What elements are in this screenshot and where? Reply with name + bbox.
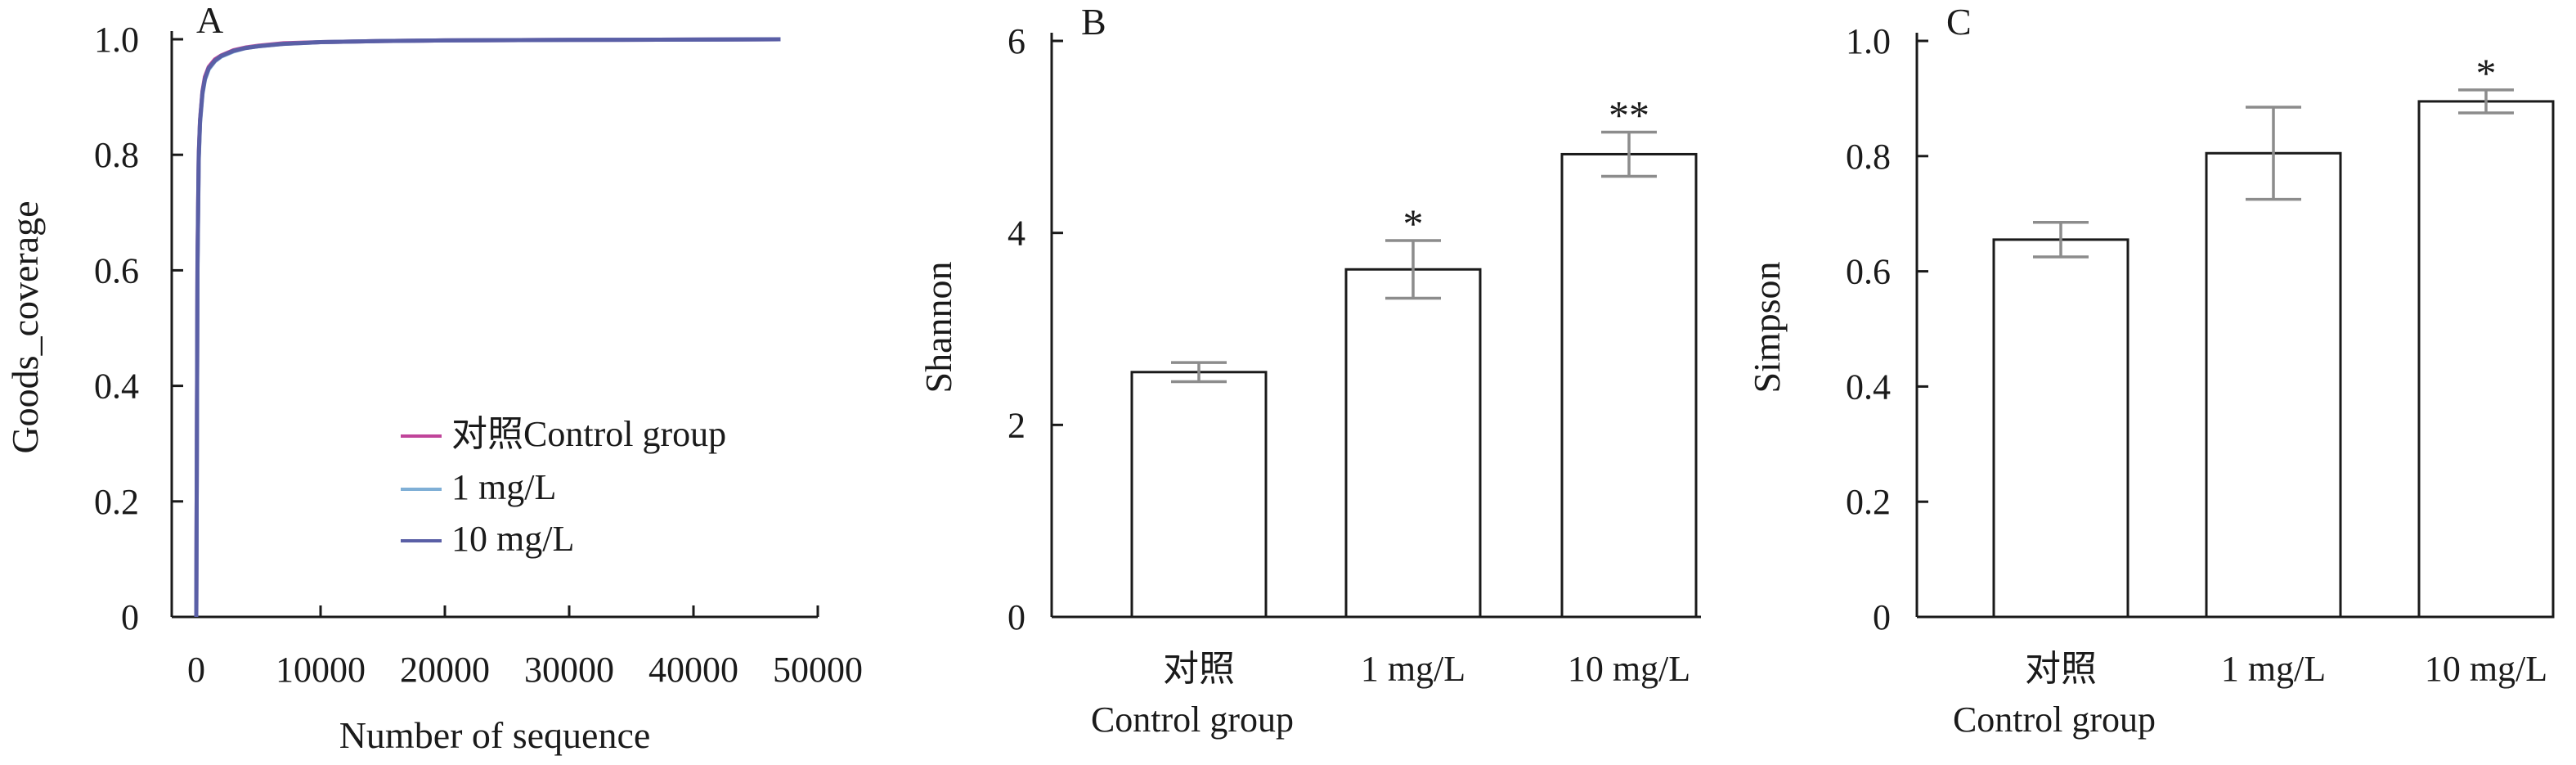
- y-axis-label: Simpson: [1746, 261, 1788, 393]
- x-tick-label: 对照: [2025, 649, 2097, 689]
- panel-label: C: [1946, 1, 1972, 43]
- y-tick-label: 0.2: [1846, 482, 1891, 522]
- x-axis-label: Number of sequence: [339, 714, 651, 756]
- x-tick-label: 10 mg/L: [1568, 649, 1690, 689]
- x-tick-label: 1 mg/L: [1361, 649, 1465, 689]
- y-tick-label: 0.8: [1846, 137, 1891, 177]
- x-tick-label: 0: [187, 650, 205, 690]
- panel-c-simpson-chart: 0 0.2 0.4 0.6 0.8 1.0 Simpson C 对照 Control group 1…: [1746, 1, 2555, 740]
- x-tick-label: 20000: [400, 650, 490, 690]
- panel-label: B: [1081, 1, 1106, 43]
- panel-label: A: [196, 0, 223, 41]
- y-tick-label: 0: [1873, 597, 1891, 637]
- y-tick-label: 0.2: [94, 482, 139, 522]
- y-tick-label: 1.0: [1846, 21, 1891, 61]
- panel-a-goods-coverage-chart: 0 0.2 0.4 0.6 0.8 1.0 0 10000 20000 30000 40000 500…: [4, 0, 863, 756]
- x-tick-label: 10 mg/L: [2425, 649, 2547, 689]
- y-tick-label: 0.8: [94, 135, 139, 175]
- panel-b-shannon-chart: 0 2 4 6 Shannon B 对照 Control group * 1 mg/L ** 10 m…: [918, 1, 1701, 740]
- x-tick-label-line2: Control group: [1953, 700, 2156, 740]
- x-tick-label: 对照: [1163, 649, 1235, 689]
- bar: [1560, 152, 1698, 619]
- x-tick-label: 50000: [773, 650, 863, 690]
- y-tick-label: 1.0: [94, 20, 139, 60]
- y-axis-label: Shannon: [918, 262, 959, 394]
- x-tick-label-line2: Control group: [1091, 700, 1294, 740]
- y-tick-label: 2: [1008, 405, 1025, 445]
- significance-label: **: [1609, 92, 1649, 137]
- bar: [1992, 238, 2129, 619]
- series-line: [194, 37, 781, 618]
- x-tick-label: 10000: [276, 650, 366, 690]
- y-tick-label: 0.4: [94, 367, 139, 407]
- bar: [1130, 371, 1268, 619]
- bar: [2417, 100, 2555, 619]
- y-tick-label: 0.4: [1846, 367, 1891, 407]
- y-tick-label: 0: [121, 597, 139, 637]
- bar: [2205, 151, 2342, 619]
- legend-label: 10 mg/L: [451, 519, 574, 559]
- y-tick-label: 0: [1008, 597, 1025, 637]
- significance-label: *: [1403, 200, 1424, 246]
- legend-label: 1 mg/L: [451, 467, 556, 507]
- y-tick-label: 0.6: [1846, 252, 1891, 292]
- x-tick-label: 30000: [524, 650, 614, 690]
- x-tick-label: 40000: [648, 650, 738, 690]
- y-tick-label: 0.6: [94, 250, 139, 290]
- significance-label: *: [2476, 50, 2497, 96]
- y-tick-label: 4: [1008, 214, 1025, 254]
- legend-label: 对照Control group: [451, 414, 726, 454]
- y-tick-label: 6: [1008, 21, 1025, 61]
- x-tick-label: 1 mg/L: [2221, 649, 2326, 689]
- bar: [1344, 268, 1482, 619]
- y-axis-label: Goods_coverage: [4, 200, 46, 453]
